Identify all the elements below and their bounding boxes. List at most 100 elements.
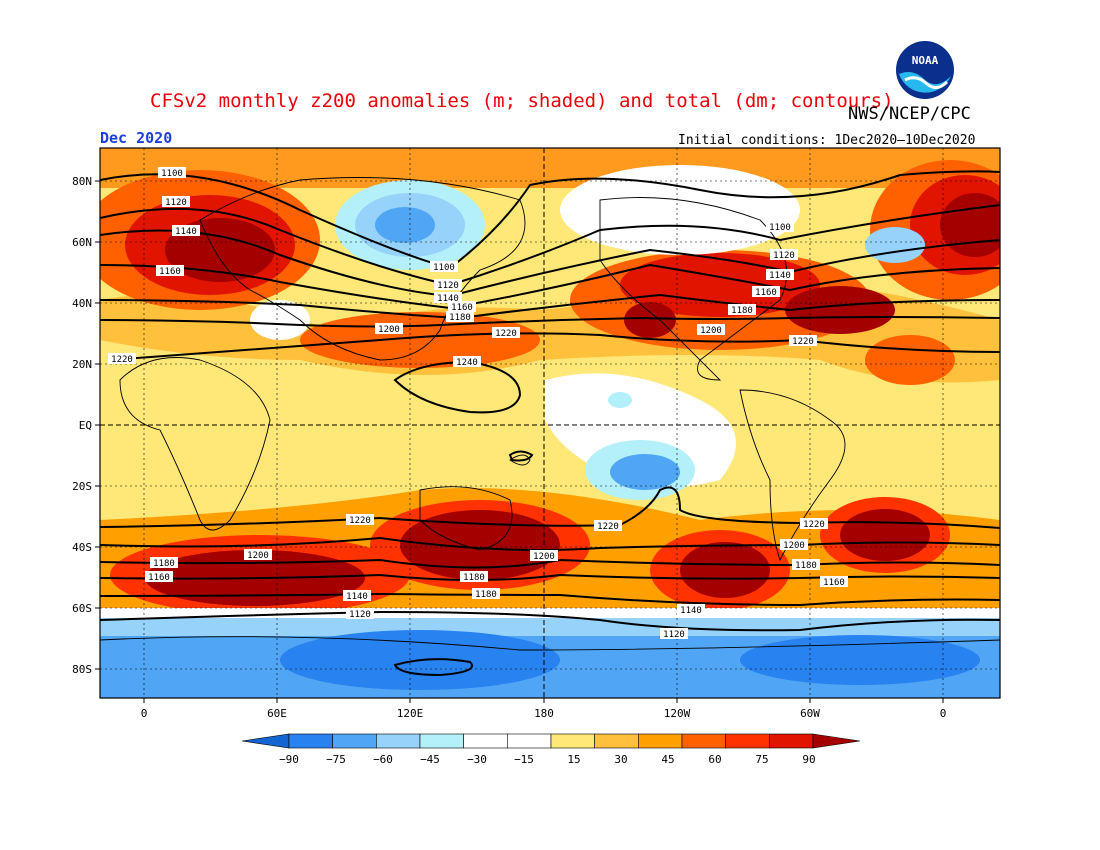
svg-text:1200: 1200 — [783, 541, 805, 551]
graticule — [100, 148, 1000, 698]
height-contours — [100, 170, 1000, 677]
coastlines — [100, 177, 1000, 651]
svg-text:1220: 1220 — [803, 520, 825, 530]
svg-text:1220: 1220 — [495, 329, 517, 339]
colorbar-segment — [463, 733, 508, 749]
contour-labels: 1100 1120 1140 1160 1220 1100 1120 1140 … — [108, 167, 848, 640]
svg-text:1180: 1180 — [795, 561, 817, 571]
svg-text:1120: 1120 — [165, 198, 187, 208]
colorbar-segment — [638, 733, 683, 749]
svg-text:1220: 1220 — [349, 516, 371, 526]
svg-text:1180: 1180 — [475, 590, 497, 600]
svg-text:1240: 1240 — [456, 358, 478, 368]
colorbar-tick: −60 — [373, 753, 393, 766]
svg-text:1200: 1200 — [700, 326, 722, 336]
svg-text:1100: 1100 — [769, 223, 791, 233]
initial-conditions-label: Initial conditions: 1Dec2020–10Dec2020 — [678, 133, 976, 148]
contour-label: 1140 — [766, 269, 794, 281]
contour-label: 1220 — [800, 518, 828, 530]
svg-text:1180: 1180 — [463, 573, 485, 583]
contour-label: 1140 — [172, 225, 200, 237]
contour-label: 1100 — [766, 221, 794, 233]
colorbar-segment — [419, 733, 464, 749]
contour-label: 1160 — [752, 286, 780, 298]
lat-label: 60N — [72, 236, 92, 249]
colorbar-tick: −15 — [514, 753, 534, 766]
svg-text:1160: 1160 — [823, 578, 845, 588]
anomaly-shading — [100, 148, 1000, 698]
contour-label: 1140 — [343, 590, 371, 602]
colorbar-tick: 75 — [755, 753, 768, 766]
svg-text:1200: 1200 — [247, 551, 269, 561]
svg-text:1180: 1180 — [449, 313, 471, 323]
svg-text:1200: 1200 — [533, 552, 555, 562]
colorbar-segment — [681, 733, 726, 749]
svg-text:1100: 1100 — [161, 169, 183, 179]
contour-label: 1180 — [446, 311, 474, 323]
contour-label: 1220 — [346, 514, 374, 526]
lat-labels: 80N 60N 40N 20N EQ 20S 40S 60S 80S — [72, 175, 92, 676]
colorbar-labels: −90 −75 −60 −45 −30 −15 15 30 45 60 75 9… — [279, 753, 816, 766]
contour-label: 1200 — [244, 549, 272, 561]
contour-label: 1120 — [162, 196, 190, 208]
month-label: Dec 2020 — [100, 129, 173, 147]
lat-label: 40N — [72, 297, 92, 310]
contour-label: 1180 — [792, 559, 820, 571]
svg-text:1160: 1160 — [451, 303, 473, 313]
colorbar-tick: −45 — [420, 753, 440, 766]
svg-text:1160: 1160 — [755, 288, 777, 298]
svg-text:1140: 1140 — [769, 271, 791, 281]
contour-label: 1220 — [108, 353, 136, 365]
svg-text:1140: 1140 — [437, 294, 459, 304]
contour-label: 1180 — [472, 588, 500, 600]
noaa-logo-text: NOAA — [912, 54, 939, 67]
lat-label: 60S — [72, 602, 92, 615]
colorbar-tick: 30 — [614, 753, 627, 766]
colorbar-segment — [288, 733, 333, 749]
contour-label: 1120 — [434, 279, 462, 291]
svg-text:1220: 1220 — [111, 355, 133, 365]
colorbar-tick: 60 — [708, 753, 721, 766]
contour-label: 1180 — [150, 557, 178, 569]
noaa-logo: NOAA — [896, 41, 954, 99]
svg-text:1180: 1180 — [153, 559, 175, 569]
svg-text:1120: 1120 — [349, 610, 371, 620]
contour-label: 1120 — [660, 628, 688, 640]
lat-label: 80N — [72, 175, 92, 188]
svg-text:1200: 1200 — [378, 325, 400, 335]
colorbar-segment — [376, 733, 421, 749]
contour-label: 1180 — [728, 304, 756, 316]
contour-label: 1220 — [789, 335, 817, 347]
lon-label: 180 — [534, 707, 554, 720]
lat-label: 80S — [72, 663, 92, 676]
colorbar-segment — [550, 733, 595, 749]
svg-text:1100: 1100 — [433, 263, 455, 273]
colorbar-segment — [594, 733, 639, 749]
lon-label: 120W — [664, 707, 691, 720]
equator-dateline — [100, 148, 1000, 698]
svg-text:1180: 1180 — [731, 306, 753, 316]
lon-label: 120E — [397, 707, 424, 720]
colorbar — [241, 733, 861, 749]
lon-label: 60E — [267, 707, 287, 720]
contour-label: 1200 — [780, 539, 808, 551]
contour-label: 1200 — [697, 324, 725, 336]
contour-label: 1180 — [460, 571, 488, 583]
contour-label: 1200 — [375, 323, 403, 335]
contour-label: 1160 — [820, 576, 848, 588]
svg-text:1120: 1120 — [663, 630, 685, 640]
contour-label: 1160 — [448, 301, 476, 313]
contour-label: 1220 — [492, 327, 520, 339]
colorbar-arrow-low — [241, 733, 290, 749]
svg-text:1160: 1160 — [159, 267, 181, 277]
colorbar-segment — [725, 733, 770, 749]
lon-labels: 0 60E 120E 180 120W 60W 0 — [141, 707, 947, 720]
lon-label: 0 — [940, 707, 947, 720]
lat-label: EQ — [79, 419, 92, 432]
contour-label: 1100 — [158, 167, 186, 179]
colorbar-tick: −90 — [279, 753, 299, 766]
contour-label: 1140 — [434, 292, 462, 304]
lon-label: 0 — [141, 707, 148, 720]
lon-label: 60W — [800, 707, 820, 720]
map-frame — [99, 147, 1001, 699]
